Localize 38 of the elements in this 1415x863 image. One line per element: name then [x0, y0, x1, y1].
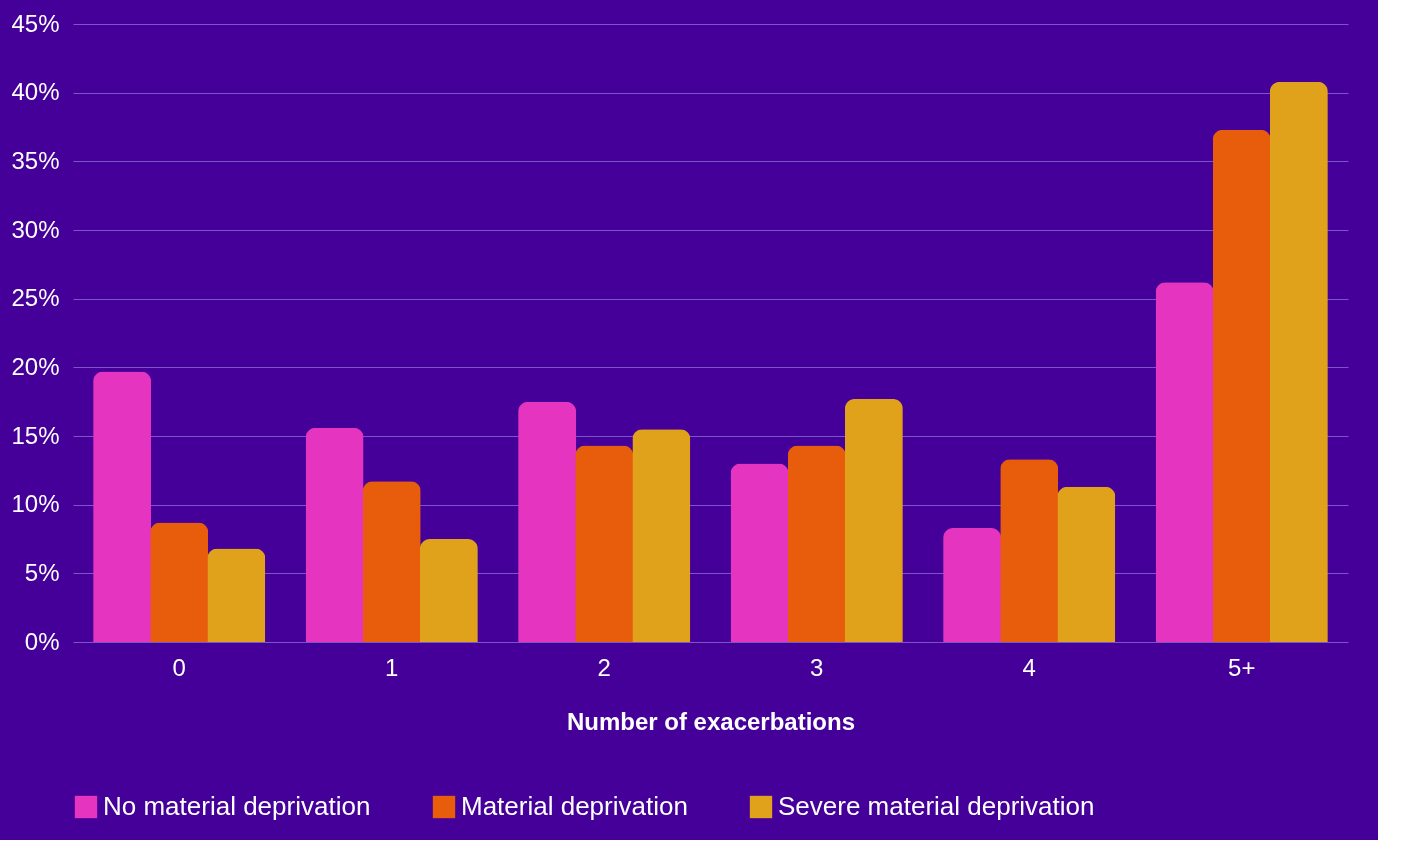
x-tick-label: 5+ [1228, 653, 1256, 681]
bar [1057, 486, 1116, 642]
bar [632, 429, 691, 642]
bar [518, 401, 577, 642]
x-tick-label: 2 [597, 653, 611, 681]
bar [1269, 81, 1328, 642]
bar [207, 548, 266, 642]
bar [1155, 282, 1214, 642]
bar [943, 528, 1002, 642]
bar [1212, 129, 1271, 642]
bar [362, 481, 421, 642]
legend-label: Severe material deprivation [778, 791, 1095, 821]
bar [575, 445, 634, 642]
bar [1000, 459, 1059, 642]
bar [844, 398, 903, 642]
y-tick-label: 40% [11, 78, 60, 106]
y-tick-label: 10% [11, 490, 60, 518]
x-tick-label: 1 [385, 653, 399, 681]
x-tick-label: 4 [1022, 653, 1036, 681]
bar [730, 463, 789, 642]
x-axis-title: Number of exacerbations [566, 707, 856, 735]
bar [419, 539, 478, 642]
legend-label: Material deprivation [461, 791, 688, 821]
bar [150, 522, 209, 642]
y-tick-label: 25% [11, 284, 60, 312]
bar [305, 427, 364, 642]
y-tick-label: 45% [11, 9, 60, 37]
y-tick-label: 5% [24, 558, 60, 586]
x-tick-label: 3 [810, 653, 824, 681]
legend-label: No material deprivation [103, 791, 371, 821]
y-tick-label: 30% [11, 215, 60, 243]
bar [787, 445, 846, 642]
y-tick-label: 35% [11, 146, 60, 174]
y-tick-label: 20% [11, 352, 60, 380]
y-tick-label: 15% [11, 421, 60, 449]
x-tick-label: 0 [172, 653, 186, 681]
bar [93, 371, 152, 642]
y-tick-label: 0% [24, 627, 60, 655]
